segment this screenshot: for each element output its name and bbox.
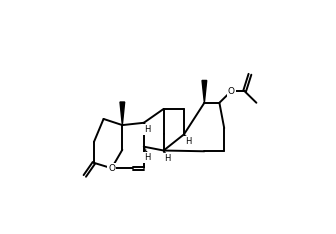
Text: H: H [144,153,151,162]
Text: H: H [164,154,170,164]
Polygon shape [120,102,125,125]
Text: O: O [228,87,235,96]
Text: H: H [185,137,192,146]
Text: O: O [108,164,115,173]
Text: H: H [144,125,151,134]
Polygon shape [202,80,207,103]
